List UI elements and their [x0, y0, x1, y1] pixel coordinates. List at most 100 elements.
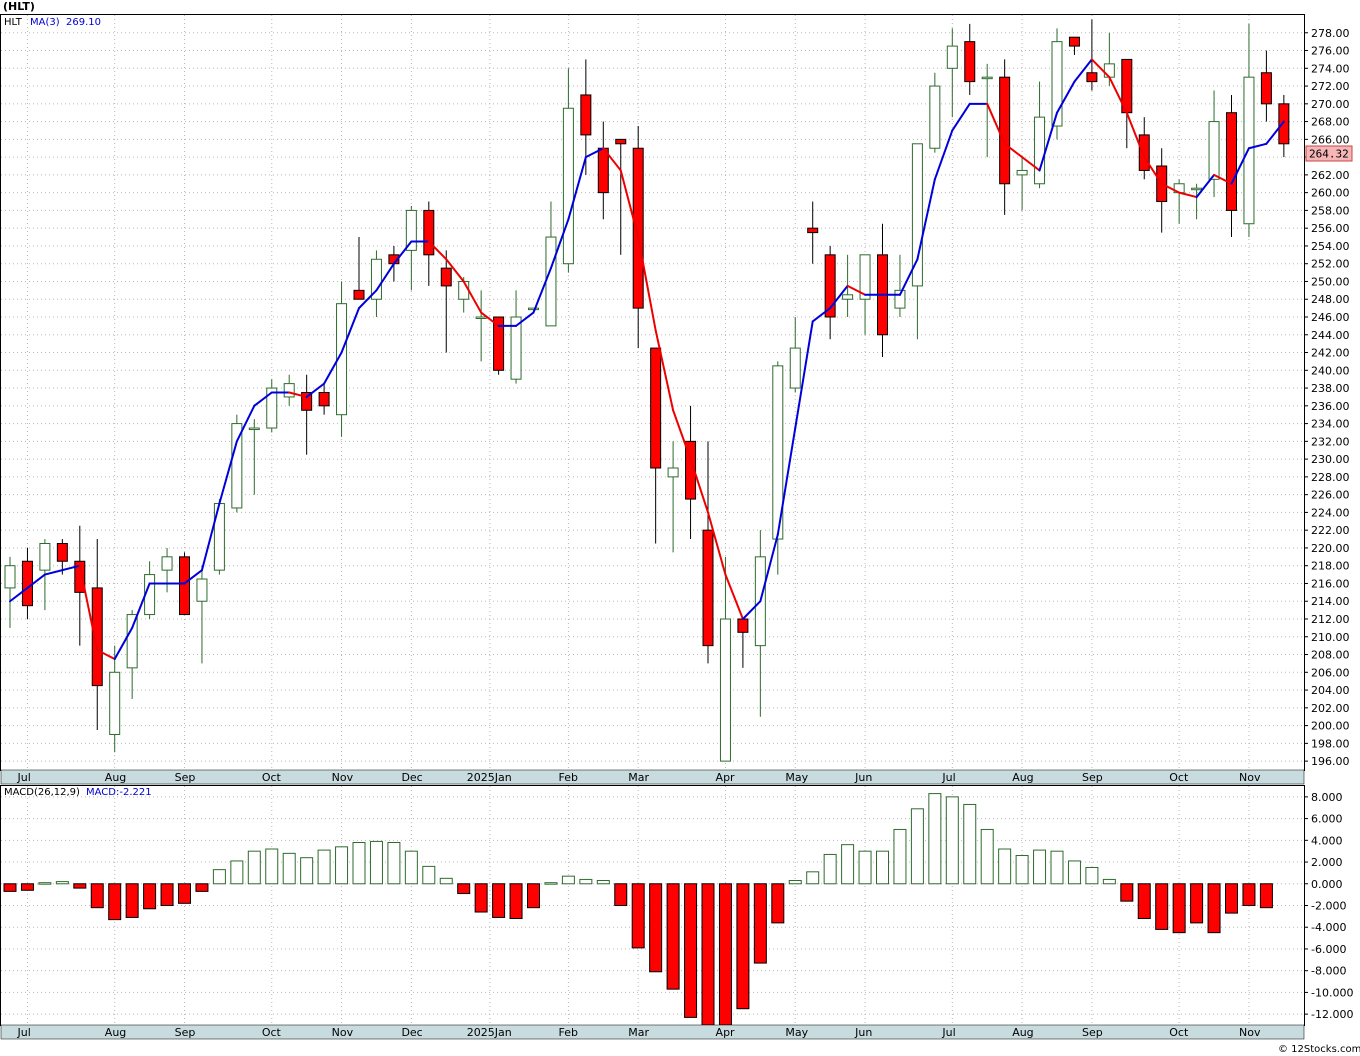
- macd-bar-negative: [1259, 883, 1273, 909]
- ma-segment: [358, 289, 378, 310]
- month-label: Nov: [332, 1026, 354, 1039]
- ma-segment: [829, 284, 849, 310]
- macd-bar-positive: [910, 808, 924, 885]
- macd-bar-positive: [893, 828, 907, 885]
- ma-segment: [183, 569, 203, 585]
- candle: [789, 317, 801, 393]
- candle-body-down: [632, 147, 644, 309]
- ma-segment: [392, 240, 413, 265]
- ma-segment: [584, 147, 605, 159]
- price-tick-label: 220.00: [1311, 542, 1350, 555]
- candle: [1226, 94, 1237, 238]
- macd-bar-positive: [247, 850, 261, 885]
- axes: 196.00 198.00 200.00 202.00 204.00 206.00 208.…: [0, 27, 1353, 1040]
- ma-segment: [689, 458, 709, 514]
- macd-bar-negative: [614, 883, 628, 906]
- candle: [824, 245, 836, 340]
- macd-bar-negative: [160, 883, 174, 906]
- price-tick-label: 240.00: [1311, 364, 1350, 377]
- ma-segment: [1195, 173, 1216, 199]
- candle: [615, 138, 627, 255]
- ma-segment: [951, 102, 971, 132]
- ma-segment: [1160, 182, 1181, 194]
- macd-bar-negative: [1120, 883, 1134, 902]
- candle-body-down: [824, 254, 836, 318]
- ma-segment: [933, 129, 954, 181]
- macd-bar-positive: [387, 841, 401, 885]
- candle: [702, 441, 714, 664]
- candle-body-up: [981, 76, 993, 80]
- macd-bar-positive: [945, 796, 959, 885]
- ma-segment: [1125, 111, 1146, 159]
- ma-segment: [131, 582, 151, 629]
- month-label: Oct: [1169, 1026, 1189, 1039]
- candle-body-up: [1034, 116, 1046, 185]
- candle-body-up: [842, 294, 854, 300]
- candle-body-down: [615, 138, 627, 145]
- macd-bar-positive: [998, 848, 1012, 885]
- macd-bar-negative: [631, 883, 645, 949]
- ma-segment: [986, 102, 1006, 145]
- grid-layer: [1, 15, 1304, 1025]
- macd-tick-label: 8.000: [1311, 791, 1343, 804]
- price-tick-label: 218.00: [1311, 560, 1350, 573]
- candle: [1068, 36, 1080, 55]
- candle-body-up: [1191, 187, 1203, 191]
- month-label: Jul: [17, 771, 31, 784]
- candle-body-down: [702, 529, 714, 647]
- candle: [1156, 148, 1168, 233]
- month-label: Oct: [1169, 771, 1189, 784]
- month-label: May: [785, 1026, 808, 1039]
- price-tick-label: 274.00: [1311, 62, 1350, 75]
- candle-body-up: [39, 543, 51, 571]
- macd-tick-label: -4.000: [1311, 921, 1346, 934]
- macd-tick-label: -10.000: [1311, 986, 1353, 999]
- macd-bar-positive: [212, 869, 226, 885]
- price-tick-label: 210.00: [1311, 631, 1350, 644]
- date-axis-band: [0, 769, 1305, 785]
- candle-body-down: [1226, 112, 1237, 211]
- candle: [719, 556, 731, 762]
- candle-body-down: [301, 392, 313, 411]
- candle: [510, 290, 522, 384]
- candle: [981, 63, 993, 158]
- candle-body-down: [1138, 134, 1150, 171]
- candle: [877, 223, 888, 357]
- ma-segment: [1056, 80, 1076, 114]
- ma-segment: [340, 307, 360, 354]
- month-label: Aug: [1012, 1026, 1033, 1039]
- ma-segment: [462, 280, 483, 314]
- macd-bar-negative: [718, 883, 732, 1026]
- candle: [1016, 157, 1028, 211]
- price-tick-label: 258.00: [1311, 204, 1350, 217]
- ma-segment: [1143, 156, 1163, 185]
- price-tick-label: 212.00: [1311, 613, 1350, 626]
- candle-body-down: [737, 618, 749, 633]
- price-tick-label: 196.00: [1311, 755, 1350, 768]
- candle: [91, 539, 103, 731]
- ma-segment: [480, 311, 500, 327]
- candle-body-up: [859, 254, 871, 300]
- price-tick-label: 242.00: [1311, 347, 1350, 360]
- ma-segment: [567, 156, 587, 221]
- macd-bar-positive: [404, 850, 418, 885]
- macd-bar-negative: [1207, 883, 1221, 934]
- candle-body-down: [353, 289, 365, 300]
- candle-body-up: [4, 565, 16, 589]
- ma-segment: [96, 649, 116, 660]
- candle: [423, 201, 435, 286]
- candle-body-down: [493, 316, 505, 371]
- candle-body-up: [1208, 121, 1220, 180]
- moving-average-line: [9, 58, 1285, 660]
- candle: [737, 618, 749, 668]
- ma-segment: [637, 236, 657, 332]
- macd-bar-positive: [928, 793, 942, 885]
- price-tick-label: 270.00: [1311, 98, 1350, 111]
- macd-bar-positive: [841, 844, 855, 885]
- candle: [1278, 94, 1290, 158]
- candle-body-up: [405, 209, 417, 251]
- ma-segment: [26, 573, 46, 589]
- month-label: Sep: [1082, 771, 1103, 784]
- ma-segment: [1230, 147, 1250, 185]
- month-label: Dec: [401, 771, 422, 784]
